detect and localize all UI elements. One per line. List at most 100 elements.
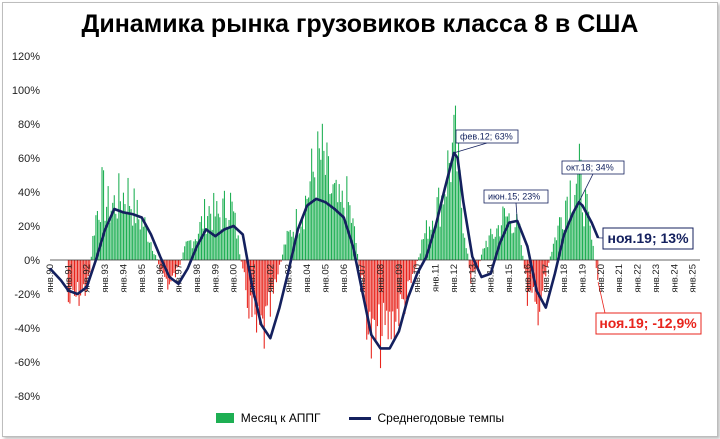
x-tick-label: янв.14 [486,264,497,293]
bar [168,260,170,285]
bar [435,227,437,260]
bar [438,187,440,260]
bar [256,260,258,333]
bar [272,260,274,294]
x-tick-label: янв.02 [265,264,276,293]
bar [485,240,487,260]
bar [309,181,311,260]
bar [127,177,129,260]
bar [415,260,417,268]
bar [237,235,239,260]
bar [497,225,499,260]
bar [563,230,565,260]
bar [389,260,391,312]
bar [416,260,418,262]
bar [461,207,463,260]
bar [484,248,486,260]
bar [517,223,519,260]
annotation-label: июн.15; 23% [488,192,540,202]
y-tick-label: 100% [12,85,40,97]
bar [130,209,132,260]
x-tick-label: янв.91 [63,264,74,293]
bar [151,250,154,260]
bar [121,212,123,260]
bar [477,260,479,269]
x-tick-label: янв.21 [614,264,625,293]
monthly-yoy-bars [67,105,599,369]
x-tick-label: янв.06 [339,264,350,293]
bar [334,182,336,260]
y-tick-label: 120% [12,51,40,63]
bar [340,202,342,260]
bar [459,169,461,260]
bar [447,150,449,260]
bar [577,163,579,260]
bar [441,195,443,260]
bar [90,256,92,260]
legend-label-bars: Месяц к АППГ [240,411,321,425]
annotation-label: окт.18; 34% [566,163,614,173]
bar [147,241,149,260]
legend-swatch-bars [215,413,234,423]
bar [366,260,368,340]
bar [453,114,455,260]
bar [425,220,427,260]
bar [80,260,82,296]
x-tick-label: янв.03 [284,264,295,293]
bar [306,198,308,260]
bar [546,260,548,267]
bar [490,228,492,260]
bar [135,223,137,260]
bar [171,260,173,276]
bar [480,254,483,260]
bar [523,260,525,269]
x-tick-label: янв.13 [467,264,478,293]
bar [369,260,371,312]
bar [540,260,542,299]
bar [254,260,256,315]
bar [179,260,181,265]
bar [363,260,365,292]
y-tick-label: -80% [14,391,40,403]
x-tick-label: янв.12 [449,264,460,293]
x-tick-label: янв.96 [155,264,166,293]
x-tick-label: янв.10 [412,264,423,293]
bar [268,260,270,292]
bar [190,240,192,260]
x-tick-label: янв.01 [247,264,258,293]
bar [303,229,305,260]
bar [467,253,469,260]
bar [133,188,135,260]
bar [323,150,325,260]
bar [291,236,293,260]
bar [589,225,591,260]
bar [341,190,343,260]
bar [153,254,155,260]
bar [220,229,222,260]
x-tick-label: янв.94 [118,264,129,293]
x-tick-label: янв.17 [541,264,552,293]
bar [274,260,276,280]
bar [412,260,414,275]
y-axis-ticks: 120% 100% 80% 60% 40% 20% 0% -20% -40% -60% -80% [12,51,40,403]
bar [399,260,401,295]
annotation-box-current-month [595,312,702,335]
bar [387,260,389,340]
bar [378,260,380,305]
bar [592,245,594,260]
bar [525,260,527,274]
bar [202,228,204,260]
annotation-leader [515,202,518,221]
bar [246,260,248,308]
bar [514,227,516,260]
bar [343,207,345,260]
bar [95,215,97,260]
bar [207,216,209,260]
bar [67,260,69,303]
bar [119,201,121,260]
bar [470,260,472,284]
bar [104,220,106,260]
x-tick-label: янв.92 [82,264,93,293]
bar [465,248,467,260]
